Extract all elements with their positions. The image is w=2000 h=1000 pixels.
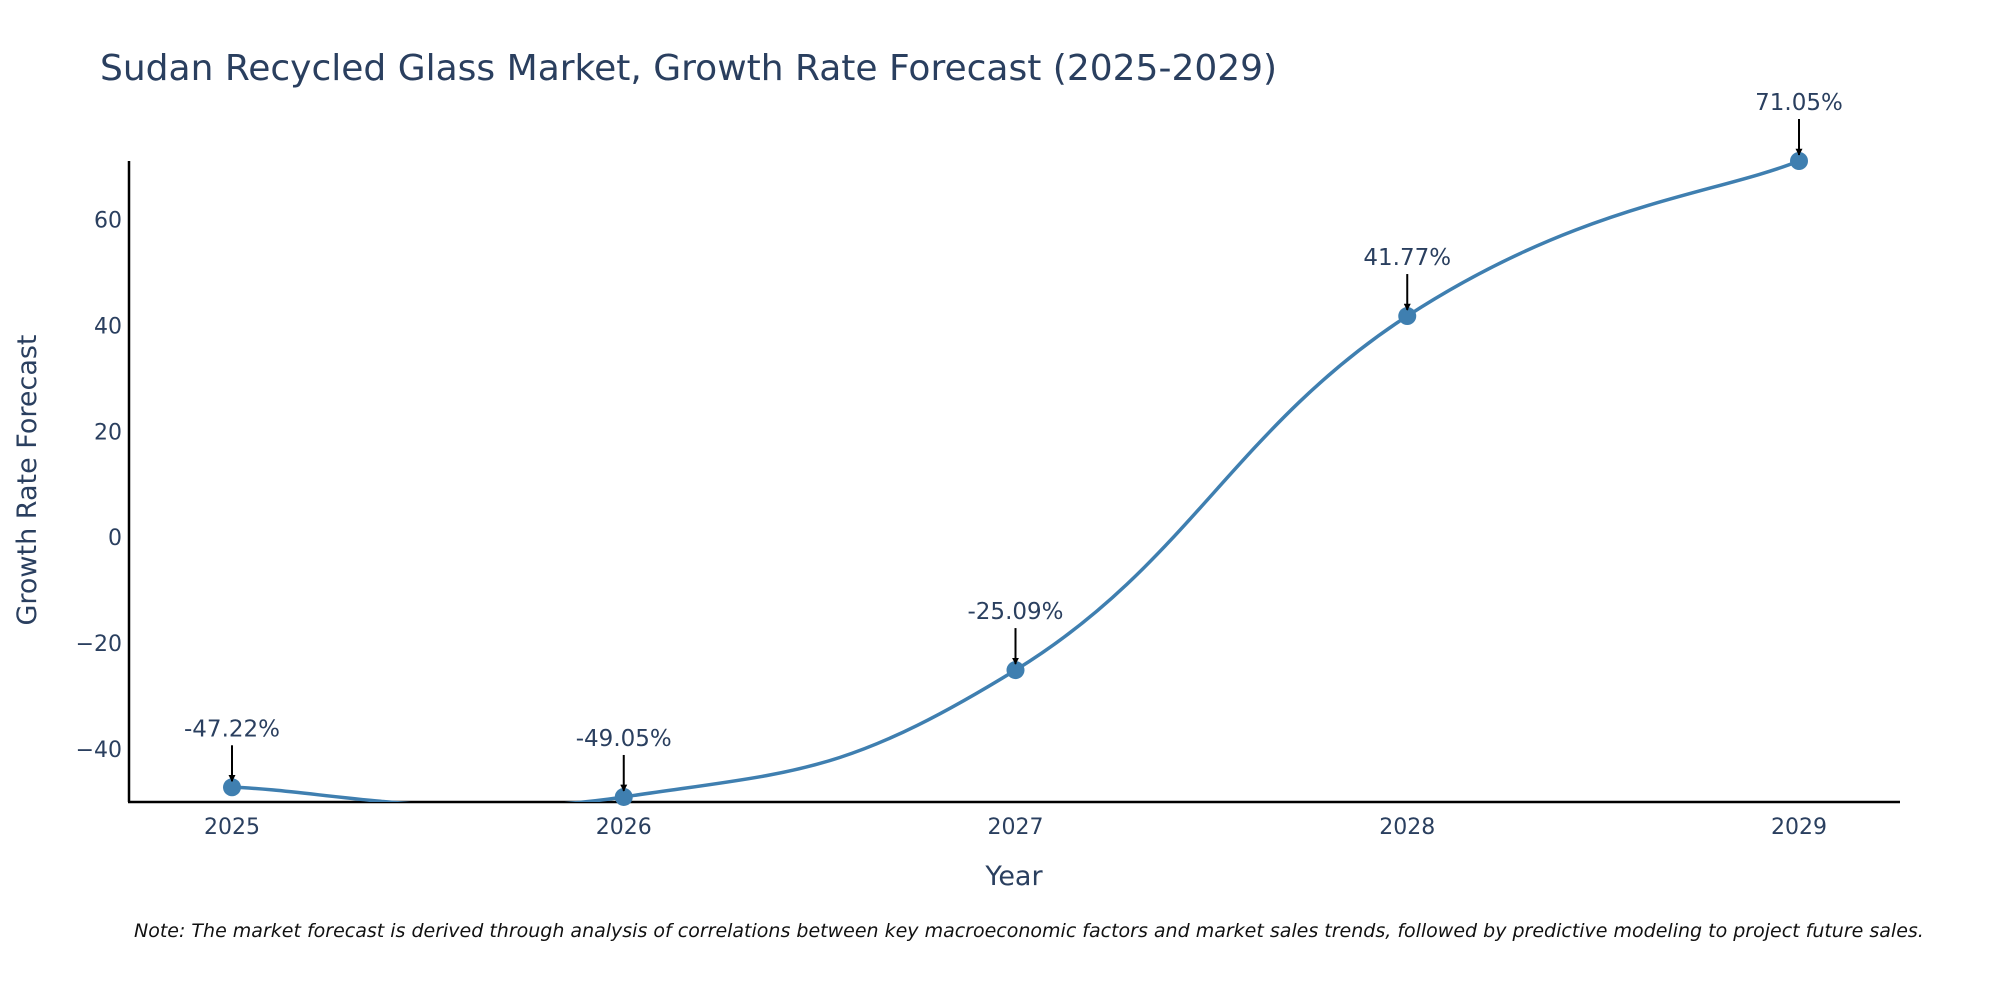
y-tick-label: 0 [108, 526, 122, 551]
data-label: 71.05% [1755, 90, 1843, 116]
y-axis-ticks: −40 −20 0 20 40 60 [76, 209, 122, 764]
data-point-2026[interactable] [614, 787, 633, 806]
data-point-2028[interactable] [1398, 307, 1417, 326]
chart-title: Sudan Recycled Glass Market, Growth Rate… [100, 48, 1277, 89]
x-tick-label: 2026 [596, 815, 652, 840]
data-label: 41.77% [1363, 245, 1451, 271]
x-tick-label: 2027 [988, 815, 1044, 840]
y-tick-label: −20 [76, 632, 122, 657]
y-axis-title: Growth Rate Forecast [12, 334, 43, 625]
x-tick-label: 2028 [1379, 815, 1435, 840]
growth-rate-line [231, 159, 1800, 802]
x-tick-label: 2025 [204, 815, 260, 840]
y-tick-label: 40 [94, 314, 122, 339]
data-annotations: -47.22% -49.05% -25.09% 41.77% 71.05% [184, 90, 1843, 792]
data-point-2029[interactable] [1790, 152, 1808, 170]
forecast-note: Note: The market forecast is derived thr… [134, 920, 1924, 942]
y-tick-label: −40 [76, 738, 122, 763]
x-axis-title: Year [984, 861, 1043, 892]
y-tick-label: 20 [94, 420, 122, 445]
data-points [223, 152, 1808, 806]
y-tick-label: 60 [94, 209, 122, 234]
data-point-2025[interactable] [223, 778, 241, 797]
x-axis-ticks: 2025 2026 2027 2028 2029 [204, 815, 1827, 840]
data-label: -49.05% [576, 726, 672, 752]
data-label: -47.22% [184, 716, 280, 742]
data-point-2027[interactable] [1006, 661, 1025, 680]
x-tick-label: 2029 [1771, 815, 1827, 840]
data-label: -25.09% [968, 599, 1064, 625]
